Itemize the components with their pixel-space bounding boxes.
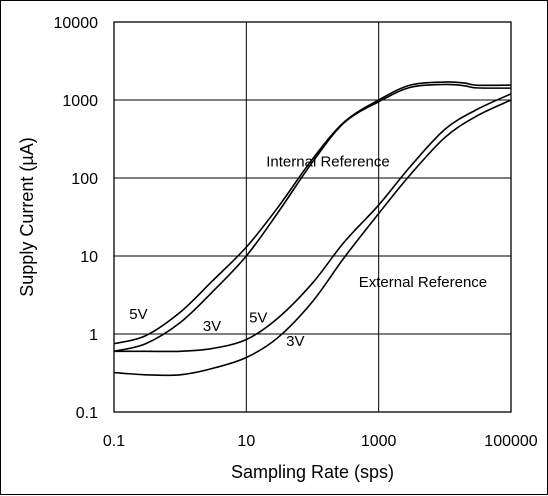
tick-labels: 0.1 10 1000 100000 0.1 1 10 100 1000 10000	[54, 15, 538, 450]
x-tick-label: 10	[237, 433, 255, 450]
annotation-label: 5V	[129, 306, 147, 323]
annotation-label: 5V	[249, 310, 267, 327]
x-tick-label: 100000	[484, 433, 537, 450]
x-axis-label: Sampling Rate (sps)	[231, 462, 394, 482]
y-tick-label: 10	[80, 249, 98, 266]
annotation-label: External Reference	[359, 274, 487, 291]
y-tick-label: 1000	[62, 93, 98, 110]
y-tick-label: 100	[71, 171, 98, 188]
annotation-label: 3V	[286, 333, 304, 350]
annotation-label: Internal Reference	[266, 154, 389, 171]
y-tick-label: 0.1	[76, 405, 98, 422]
y-axis-label: Supply Current (µA)	[17, 137, 37, 296]
series-lines	[114, 82, 511, 375]
grid-lines	[114, 22, 511, 412]
y-tick-label: 10000	[54, 15, 99, 32]
series-line-0	[114, 82, 511, 344]
annotation-label: 3V	[203, 318, 221, 335]
x-tick-label: 1000	[361, 433, 397, 450]
plot-area-border	[114, 22, 511, 412]
x-tick-label: 0.1	[103, 433, 125, 450]
y-tick-label: 1	[89, 327, 98, 344]
